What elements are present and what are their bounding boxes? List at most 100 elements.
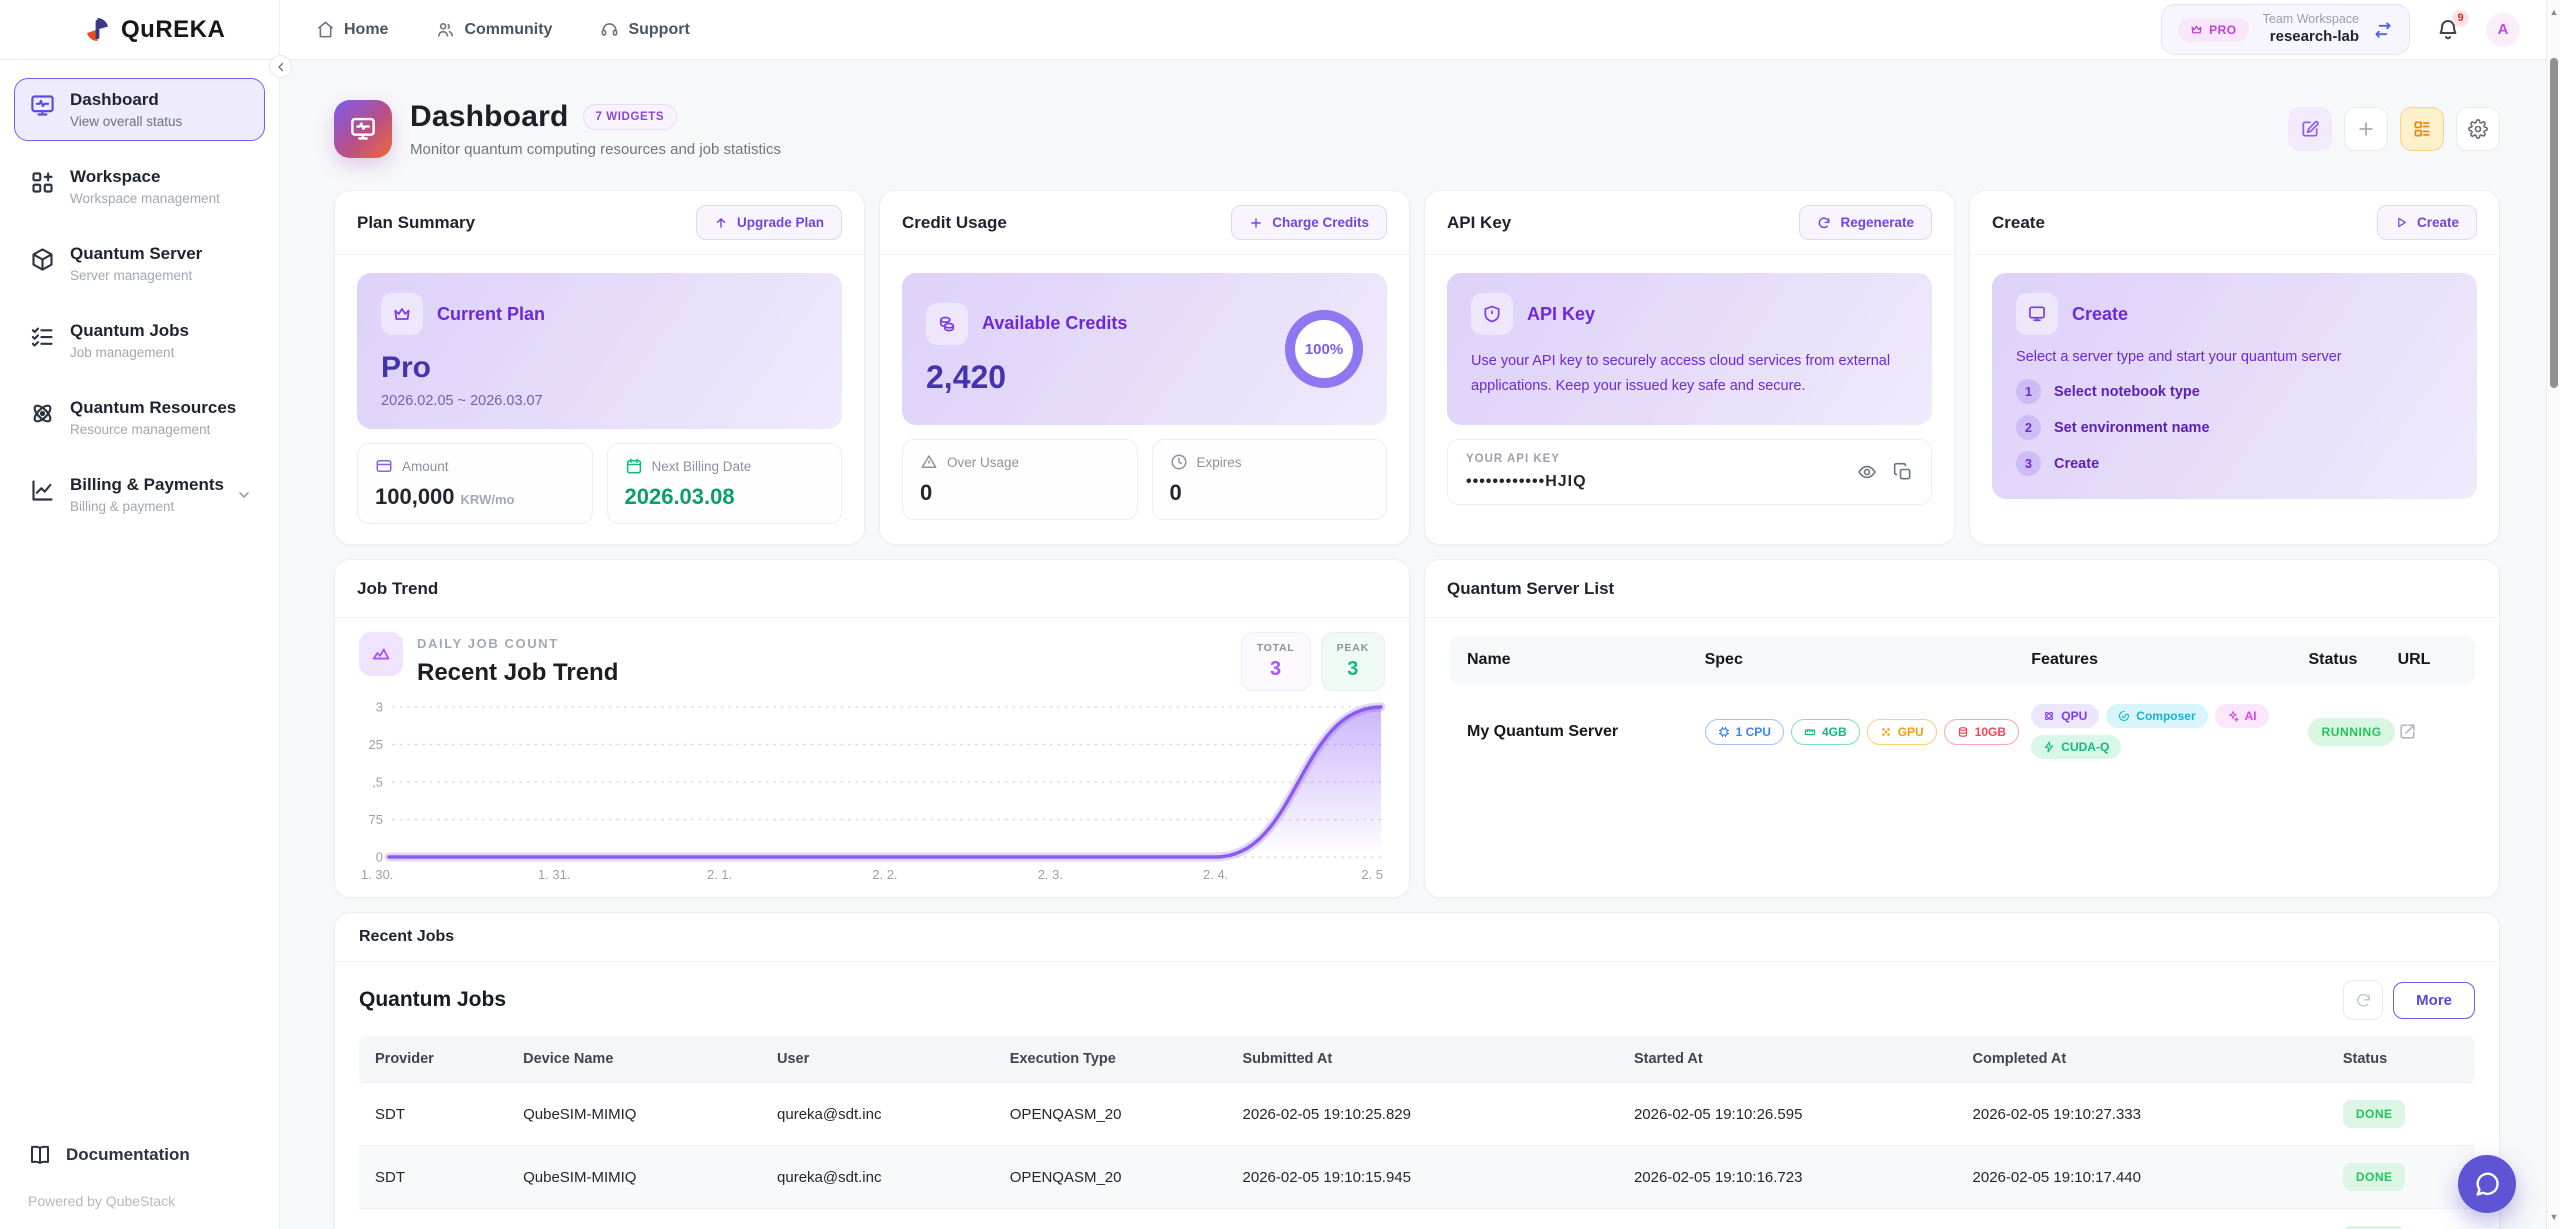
settings-button[interactable] [2456, 107, 2500, 151]
sidebar-item-subtitle: Resource management [70, 422, 236, 437]
play-icon [2395, 216, 2408, 229]
upgrade-plan-button[interactable]: Upgrade Plan [696, 205, 842, 240]
over-usage-stat: Over Usage 0 [902, 439, 1138, 520]
sidebar-item-dashboard[interactable]: Dashboard View overall status [14, 78, 265, 141]
credit-card-icon [375, 457, 393, 475]
refresh-jobs-button[interactable] [2343, 980, 2383, 1020]
middle-row: Job Trend DAILY JOB COUNT Recent Job Tre… [334, 559, 2500, 898]
plus-icon [2356, 119, 2376, 139]
step-number: 2 [2016, 415, 2041, 440]
clock-icon [1170, 453, 1188, 471]
more-jobs-button[interactable]: More [2393, 982, 2475, 1019]
sidebar-item-billing[interactable]: Billing & Payments Billing & payment [14, 463, 265, 526]
regenerate-button[interactable]: Regenerate [1799, 205, 1932, 240]
workspace-name: research-lab [2263, 28, 2359, 47]
documentation-link[interactable]: Documentation [28, 1143, 251, 1167]
nav-community[interactable]: Community [436, 20, 552, 39]
next-billing-stat: Next Billing Date 2026.03.08 [607, 443, 843, 524]
card-title: Credit Usage [902, 213, 1007, 233]
create-button[interactable]: Create [2377, 205, 2477, 240]
sidebar-item-subtitle: Server management [70, 268, 202, 283]
server-table-row[interactable]: My Quantum Server 1 CPU 4GB GPU 10GB QPU… [1449, 684, 2475, 779]
svg-text:0: 0 [376, 849, 383, 864]
sidebar-collapse-button[interactable] [269, 55, 292, 78]
notifications-button[interactable]: 9 [2436, 18, 2460, 42]
refresh-icon [1817, 216, 1831, 230]
card-title: Create [1992, 213, 2045, 233]
nav-support[interactable]: Support [600, 20, 689, 39]
brand[interactable]: QuREKA [0, 0, 280, 59]
nav-support-label: Support [628, 21, 689, 39]
chat-button[interactable] [2458, 1155, 2516, 1213]
atom-icon [29, 400, 56, 427]
chevron-down-icon [236, 487, 252, 503]
charge-credits-button[interactable]: Charge Credits [1231, 205, 1387, 240]
credit-usage-card: Credit Usage Charge Credits Available Cr… [879, 190, 1410, 545]
create-step: 1 Select notebook type [2016, 379, 2453, 404]
crown-icon [381, 293, 423, 335]
switch-workspace-icon[interactable] [2373, 20, 2393, 40]
step-number: 3 [2016, 451, 2041, 476]
nav-home[interactable]: Home [316, 20, 388, 39]
table-row[interactable]: SDT QubeSIM-MIMIQ qureka@sdt.inc OPENQAS… [359, 1083, 2475, 1146]
step-label: Create [2054, 456, 2099, 472]
table-row[interactable]: SDT QubeSIM-MIMIQ qureka@sdt.inc OPENQAS… [359, 1209, 2475, 1229]
scrollbar-thumb[interactable] [2550, 58, 2558, 388]
nav-home-label: Home [344, 21, 388, 39]
col-url: URL [2398, 651, 2457, 669]
chart-line-icon [29, 477, 56, 504]
copy-icon[interactable] [1893, 462, 1913, 482]
job-trend-chart: 075,52531. 30.1. 31.2. 1.2. 2.2. 3.2. 4.… [359, 695, 1385, 887]
peak-label: PEAK [1337, 642, 1369, 654]
scrollbar-down-arrow[interactable]: ▼ [2547, 1207, 2560, 1227]
eye-icon[interactable] [1857, 462, 1877, 482]
sidebar-item-subtitle: Billing & payment [70, 499, 224, 514]
disk-chip: 10GB [1944, 719, 2019, 745]
community-icon [436, 20, 455, 39]
chevron-left-icon [275, 61, 287, 73]
add-widget-button[interactable] [2344, 107, 2388, 151]
scrollbar-up-arrow[interactable]: ▲ [2547, 2, 2560, 22]
external-link-icon[interactable] [2398, 722, 2457, 741]
avatar[interactable]: A [2486, 13, 2520, 47]
chat-bubble-icon [2473, 1170, 2501, 1198]
card-title: Quantum Server List [1447, 579, 1614, 599]
job-trend-card: Job Trend DAILY JOB COUNT Recent Job Tre… [334, 559, 1410, 898]
col-status: Status [2308, 651, 2397, 669]
plan-name: Pro [381, 351, 818, 385]
table-row[interactable]: SDT QubeSIM-MIMIQ qureka@sdt.inc OPENQAS… [359, 1146, 2475, 1209]
notification-count-badge: 9 [2452, 10, 2469, 27]
sidebar-item-workspace[interactable]: Workspace Workspace management [14, 155, 265, 218]
status-badge: RUNNING [2308, 718, 2394, 746]
credits-ring-100: 100% [1285, 310, 1363, 388]
sidebar-item-quantum-jobs[interactable]: Quantum Jobs Job management [14, 309, 265, 372]
page-scrollbar[interactable]: ▲ ▼ [2546, 0, 2560, 1229]
sidebar-item-subtitle: View overall status [70, 114, 182, 129]
sidebar-item-quantum-server[interactable]: Quantum Server Server management [14, 232, 265, 295]
amount-value: 100,000 [375, 484, 455, 509]
cpu-chip: 1 CPU [1705, 719, 1784, 745]
gear-icon [2468, 119, 2488, 139]
amount-stat: Amount 100,000KRW/mo [357, 443, 593, 524]
peak-pill: PEAK 3 [1321, 632, 1385, 691]
col-user: User [761, 1036, 994, 1083]
server-table-header: Name Spec Features Status URL [1449, 636, 2475, 684]
layout-button[interactable] [2400, 107, 2444, 151]
svg-text:2. 2.: 2. 2. [872, 867, 897, 882]
sidebar-item-title: Billing & Payments [70, 475, 224, 495]
quantum-jobs-title: Quantum Jobs [359, 988, 506, 1012]
sidebar-item-title: Workspace [70, 167, 220, 187]
workspace-switcher[interactable]: PRO Team Workspace research-lab [2161, 4, 2410, 54]
api-key-label: YOUR API KEY [1466, 453, 1587, 465]
workspace-label: Team Workspace [2263, 12, 2359, 28]
step-label: Select notebook type [2054, 384, 2200, 400]
sidebar-item-quantum-resources[interactable]: Quantum Resources Resource management [14, 386, 265, 449]
dashboard-icon [29, 92, 56, 119]
top-navigation: Home Community Support [280, 20, 690, 39]
server-cube-icon [29, 246, 56, 273]
layout-list-icon [2412, 119, 2432, 139]
col-provider: Provider [359, 1036, 507, 1083]
create-card: Create Create Create Select a server typ… [1969, 190, 2500, 545]
edit-dashboard-button[interactable] [2288, 107, 2332, 151]
documentation-label: Documentation [66, 1145, 190, 1165]
